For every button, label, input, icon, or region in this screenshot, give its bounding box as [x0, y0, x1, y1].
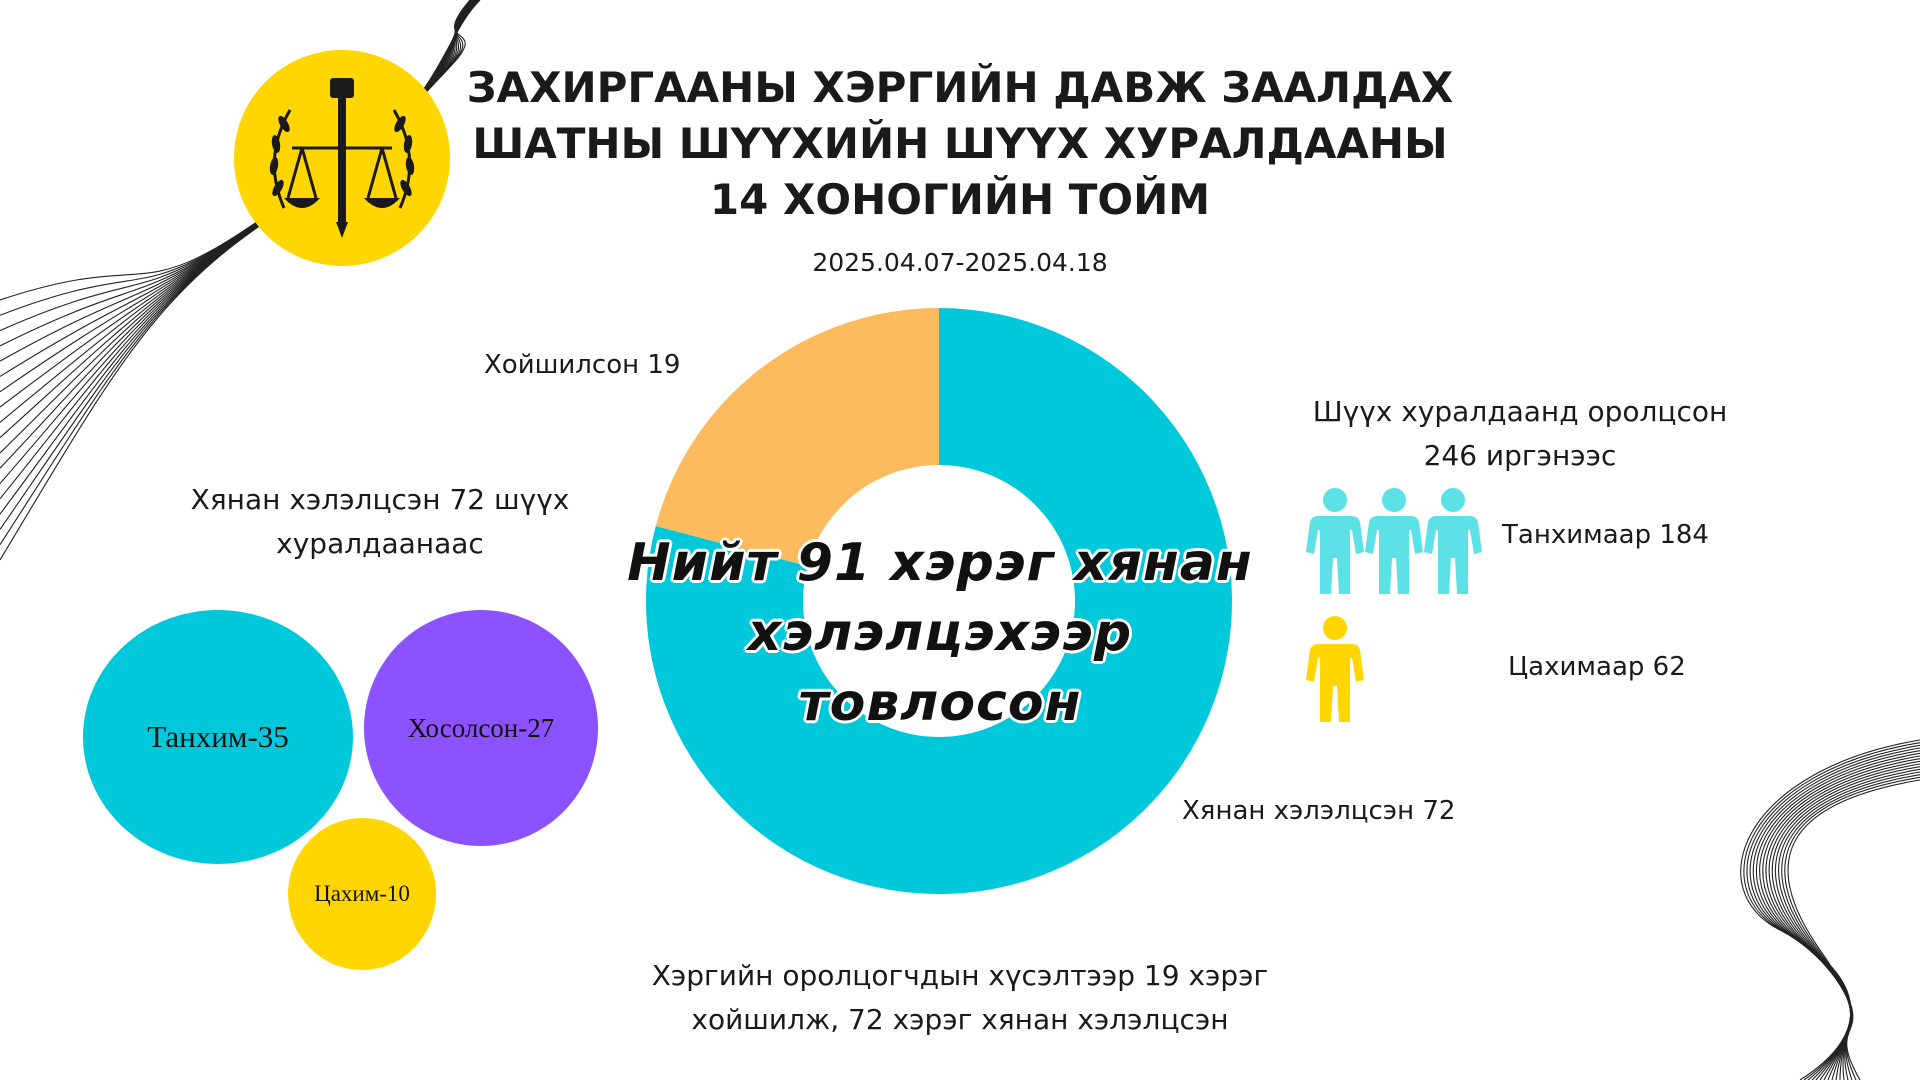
wave-line — [1787, 779, 1920, 1080]
sessions-heading: Хянан хэлэлцсэн 72 шүүх хуралдаанаас — [130, 478, 630, 566]
sessions-heading-line-1: Хянан хэлэлцсэн 72 шүүх — [190, 483, 570, 516]
donut-slice-reviewed — [646, 308, 1232, 894]
donut-label-reviewed: Хянан хэлэлцсэн 72 — [1182, 796, 1456, 826]
bubble-mixed-label: Хосолсон-27 — [407, 712, 555, 743]
participants-heading-line-2: 246 иргэнээс — [1423, 439, 1617, 472]
donut-slice-postponed — [655, 308, 939, 567]
donut-center-text: Нийт 91 хэрэг хянан хэлэлцэхээр товлосон — [600, 528, 1280, 738]
participants-online-label: Цахимаар 62 — [1508, 652, 1686, 682]
title-line-1: ЗАХИРГААНЫ ХЭРГИЙН ДАВЖ ЗААЛДАХ — [466, 63, 1454, 112]
participants-heading: Шүүх хуралдаанд оролцсон 246 иргэнээс — [1270, 390, 1770, 478]
person-icon — [1424, 488, 1482, 594]
person-icon — [1306, 488, 1364, 594]
page-title: ЗАХИРГААНЫ ХЭРГИЙН ДАВЖ ЗААЛДАХ ШАТНЫ ШҮ… — [300, 60, 1620, 228]
participants-heading-line-1: Шүүх хуралдаанд оролцсон — [1312, 395, 1728, 428]
court-emblem-logo — [232, 48, 452, 268]
bubble-mixed: Хосолсон-27 — [364, 610, 598, 846]
title-line-3: 14 ХОНОГИЙН ТОЙМ — [709, 175, 1211, 224]
wave-line — [1781, 774, 1920, 1080]
date-range: 2025.04.07-2025.04.18 — [812, 248, 1108, 277]
bubble-online: Цахим-10 — [288, 818, 436, 970]
donut-chart — [646, 308, 1232, 894]
bubble-room-label: Танхим-35 — [147, 719, 289, 754]
donut-label-postponed: Хойшилсон 19 — [484, 350, 681, 380]
sessions-heading-line-2: хуралдаанаас — [276, 527, 484, 560]
footer-line-2: хойшилж, 72 хэрэг хянан хэлэлцсэн — [691, 1003, 1229, 1036]
title-line-2: ШАТНЫ ШҮҮХИЙН ШҮҮХ ХУРАЛДААНЫ — [472, 119, 1448, 168]
donut-center-line-2: хэлэлцэхээр товлосон — [747, 603, 1133, 733]
donut-center-line-1: Нийт 91 хэрэг хянан — [627, 533, 1253, 593]
footer-line-1: Хэргийн оролцогчдын хүсэлтээр 19 хэрэг — [651, 959, 1269, 992]
bubble-online-label: Цахим-10 — [314, 881, 410, 906]
participants-in-person-label: Танхимаар 184 — [1502, 520, 1709, 550]
wave-line — [1784, 776, 1920, 1080]
footer-summary: Хэргийн оролцогчдын хүсэлтээр 19 хэрэг х… — [560, 954, 1360, 1042]
wave-line — [1749, 747, 1920, 1080]
wave-line — [1759, 755, 1920, 1080]
decorative-wave-right — [1740, 739, 1920, 1080]
bubble-room: Танхим-35 — [83, 610, 353, 864]
person-icon — [1306, 616, 1364, 722]
person-icon — [1365, 488, 1423, 594]
